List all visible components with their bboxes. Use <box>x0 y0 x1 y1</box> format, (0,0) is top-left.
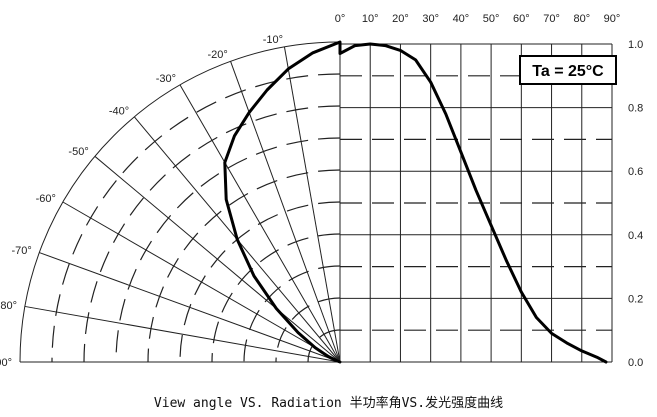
polar-arc <box>211 233 341 363</box>
angle-label: -20° <box>208 49 228 61</box>
polar-spoke <box>39 252 341 363</box>
polar-arc <box>275 297 341 363</box>
angle-label: -50° <box>68 146 88 158</box>
radiation-curve <box>223 40 608 364</box>
polar-arc <box>83 105 341 363</box>
x-tick-label: 80° <box>573 13 590 25</box>
polar-spoke <box>62 201 341 363</box>
x-tick-label: 90° <box>604 13 621 25</box>
y-tick-label: 0.4 <box>628 230 643 242</box>
polar-arc <box>179 201 341 363</box>
curve-layer <box>223 40 608 364</box>
angle-label: -90° <box>0 357 12 369</box>
x-tick-label: 0° <box>335 13 346 25</box>
polar-arc <box>115 137 341 363</box>
x-tick-label: 40° <box>453 13 470 25</box>
grid-layer <box>19 41 613 363</box>
annotation-box <box>519 55 617 85</box>
y-tick-label: 0.2 <box>628 293 643 305</box>
y-tick-label: 0.6 <box>628 166 643 178</box>
label-layer: 0° 10° 20° 30° 40° 50° 60° 70° 80° 90° 1.0 0.8 0.6 0.… <box>0 13 643 369</box>
x-tick-label: 50° <box>483 13 500 25</box>
polar-spoke <box>179 84 341 363</box>
chart-caption: View angle VS. Radiation 半功率角VS.发光强度曲线 <box>153 396 504 411</box>
polar-spoke <box>283 46 341 363</box>
polar-spoke <box>24 305 341 363</box>
x-tick-label: 30° <box>422 13 439 25</box>
angle-label: -60° <box>36 193 56 205</box>
x-tick-label: 20° <box>392 13 409 25</box>
temperature-annotation: Ta = 25°C <box>519 55 617 85</box>
angle-label: -70° <box>11 245 31 257</box>
angle-label: -40° <box>109 106 129 118</box>
y-tick-label: 0.0 <box>628 357 643 369</box>
polar-arc <box>147 169 341 363</box>
polar-arc <box>243 265 341 363</box>
angle-label: -10° <box>263 34 283 46</box>
x-tick-label: 60° <box>513 13 530 25</box>
y-tick-label: 1.0 <box>628 39 643 51</box>
polar-spoke <box>94 155 341 363</box>
x-tick-label: 70° <box>543 13 560 25</box>
annotation-text: Ta = 25°C <box>532 63 604 80</box>
angle-label: -30° <box>156 73 176 85</box>
x-tick-label: 10° <box>362 13 379 25</box>
angle-label: -80° <box>0 300 17 312</box>
y-tick-label: 0.8 <box>628 103 643 115</box>
polar-arc <box>19 41 341 363</box>
